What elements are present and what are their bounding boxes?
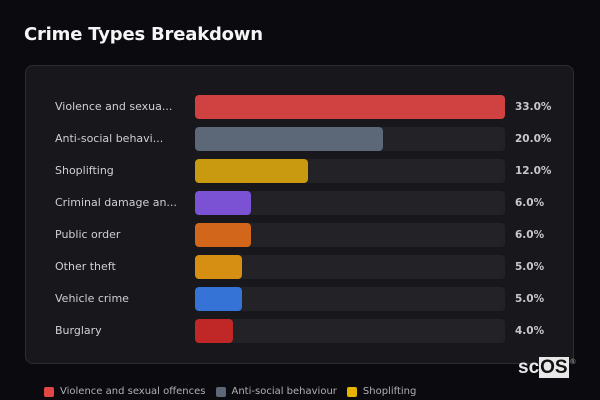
bar-row[interactable]: Public order 6.0%	[26, 223, 573, 247]
bar-label: Vehicle crime	[55, 292, 129, 305]
bar-fill[interactable]	[195, 319, 233, 343]
legend-swatch-icon	[44, 386, 54, 397]
bar-row[interactable]: Burglary 4.0%	[26, 319, 573, 343]
chart-title: Crime Types Breakdown	[24, 24, 263, 45]
bar-track	[195, 319, 505, 343]
bar-fill[interactable]	[195, 159, 308, 183]
bar-value: 5.0%	[515, 261, 545, 273]
bar-row[interactable]: Vehicle crime 5.0%	[26, 287, 573, 311]
logo-os: OS	[539, 357, 569, 378]
bar-fill[interactable]	[195, 95, 505, 119]
bar-label: Violence and sexua...	[55, 100, 173, 113]
bar-value: 6.0%	[515, 197, 545, 209]
bar-value: 6.0%	[515, 229, 545, 241]
bar-row[interactable]: Violence and sexua... 33.0%	[26, 95, 573, 119]
legend-item[interactable]: Anti-social behaviour	[215, 386, 337, 397]
legend-item[interactable]: Violence and sexual offences	[44, 386, 206, 397]
bar-fill[interactable]	[195, 127, 383, 151]
bar-row[interactable]: Other theft 5.0%	[26, 255, 573, 279]
legend-label: Shoplifting	[362, 386, 417, 397]
legend-label: Violence and sexual offences	[60, 386, 206, 397]
registered-mark: ®	[570, 359, 576, 366]
bar-fill[interactable]	[195, 223, 252, 247]
bar-value: 33.0%	[515, 101, 552, 113]
legend-label: Anti-social behaviour	[231, 386, 337, 397]
bar-label: Other theft	[55, 260, 116, 273]
bar-label: Shoplifting	[55, 164, 114, 177]
bar-fill[interactable]	[195, 191, 252, 215]
legend-swatch-icon	[215, 386, 226, 397]
bar-track	[195, 127, 505, 151]
bar-row[interactable]: Criminal damage an... 6.0%	[26, 191, 573, 215]
bar-row[interactable]: Anti-social behavi... 20.0%	[26, 127, 573, 151]
chart-legend: Violence and sexual offences Anti-social …	[44, 386, 416, 397]
legend-swatch-icon	[346, 386, 357, 397]
bar-value: 4.0%	[515, 325, 545, 337]
bar-track	[195, 255, 505, 279]
bar-track	[195, 159, 505, 183]
bar-track	[195, 95, 505, 119]
bar-label: Public order	[55, 228, 121, 241]
bar-value: 20.0%	[515, 133, 552, 145]
bar-label: Burglary	[55, 324, 102, 337]
bar-row[interactable]: Shoplifting 12.0%	[26, 159, 573, 183]
bar-label: Anti-social behavi...	[55, 132, 164, 145]
bar-fill[interactable]	[195, 287, 242, 311]
bar-track	[195, 223, 505, 247]
bar-value: 12.0%	[515, 165, 552, 177]
logo-sc: sc	[518, 357, 540, 378]
bar-track	[195, 287, 505, 311]
scos-logo: scOS ®	[518, 357, 576, 378]
chart-card: Violence and sexua... 33.0% Anti-social be…	[25, 65, 574, 364]
bar-label: Criminal damage an...	[55, 196, 177, 209]
bar-fill[interactable]	[195, 255, 242, 279]
legend-item[interactable]: Shoplifting	[346, 386, 417, 397]
bar-value: 5.0%	[515, 293, 545, 305]
bar-track	[195, 191, 505, 215]
